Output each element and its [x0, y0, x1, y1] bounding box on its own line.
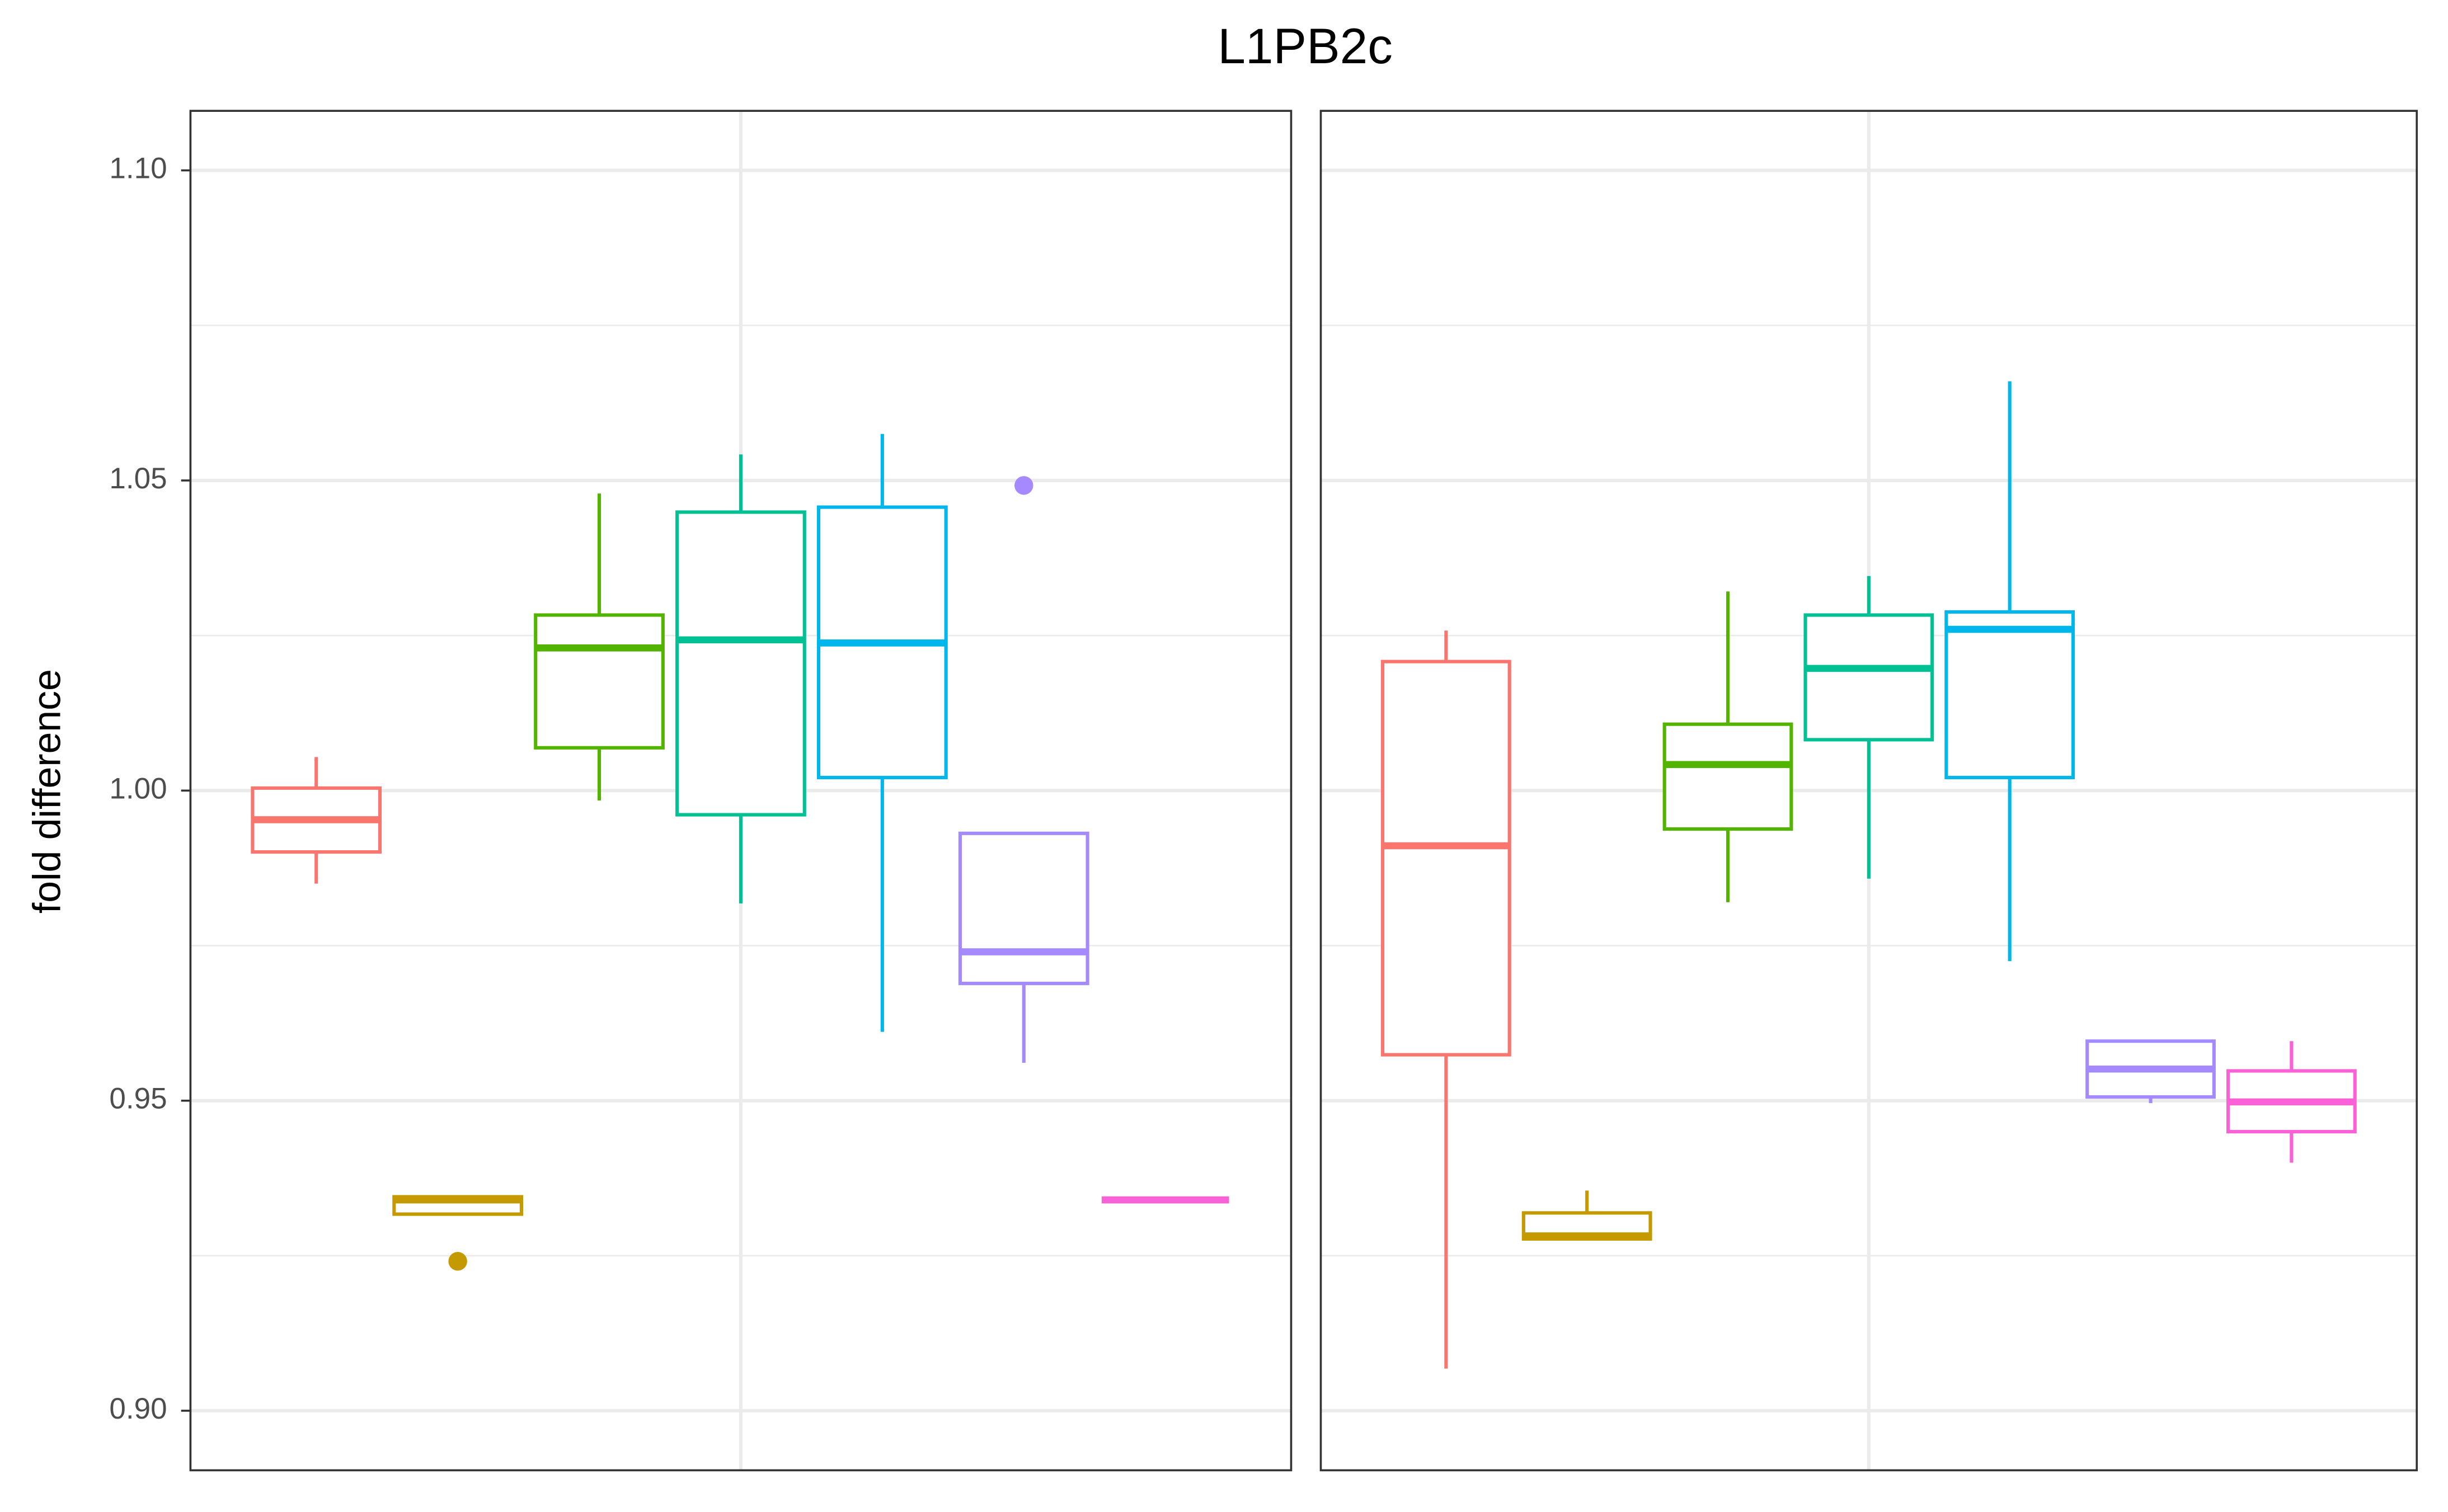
y-axis-label: fold difference [25, 669, 69, 913]
box [1380, 660, 1511, 1057]
chart-title: L1PB2c [1218, 18, 1393, 74]
y-tick-label: 1.00 [109, 772, 167, 805]
box [534, 613, 665, 750]
box [1944, 610, 2075, 780]
box [1662, 722, 1793, 831]
y-tick-label: 0.95 [109, 1082, 167, 1115]
panel-border [1319, 110, 2418, 1472]
box [958, 831, 1089, 986]
outlier [448, 1252, 467, 1271]
box [675, 510, 806, 817]
y-tick-label: 0.90 [109, 1392, 167, 1425]
y-tick-label: 1.10 [109, 152, 167, 185]
outlier [1014, 476, 1033, 495]
box [1803, 613, 1934, 742]
y-tick-label: 1.05 [109, 462, 167, 495]
